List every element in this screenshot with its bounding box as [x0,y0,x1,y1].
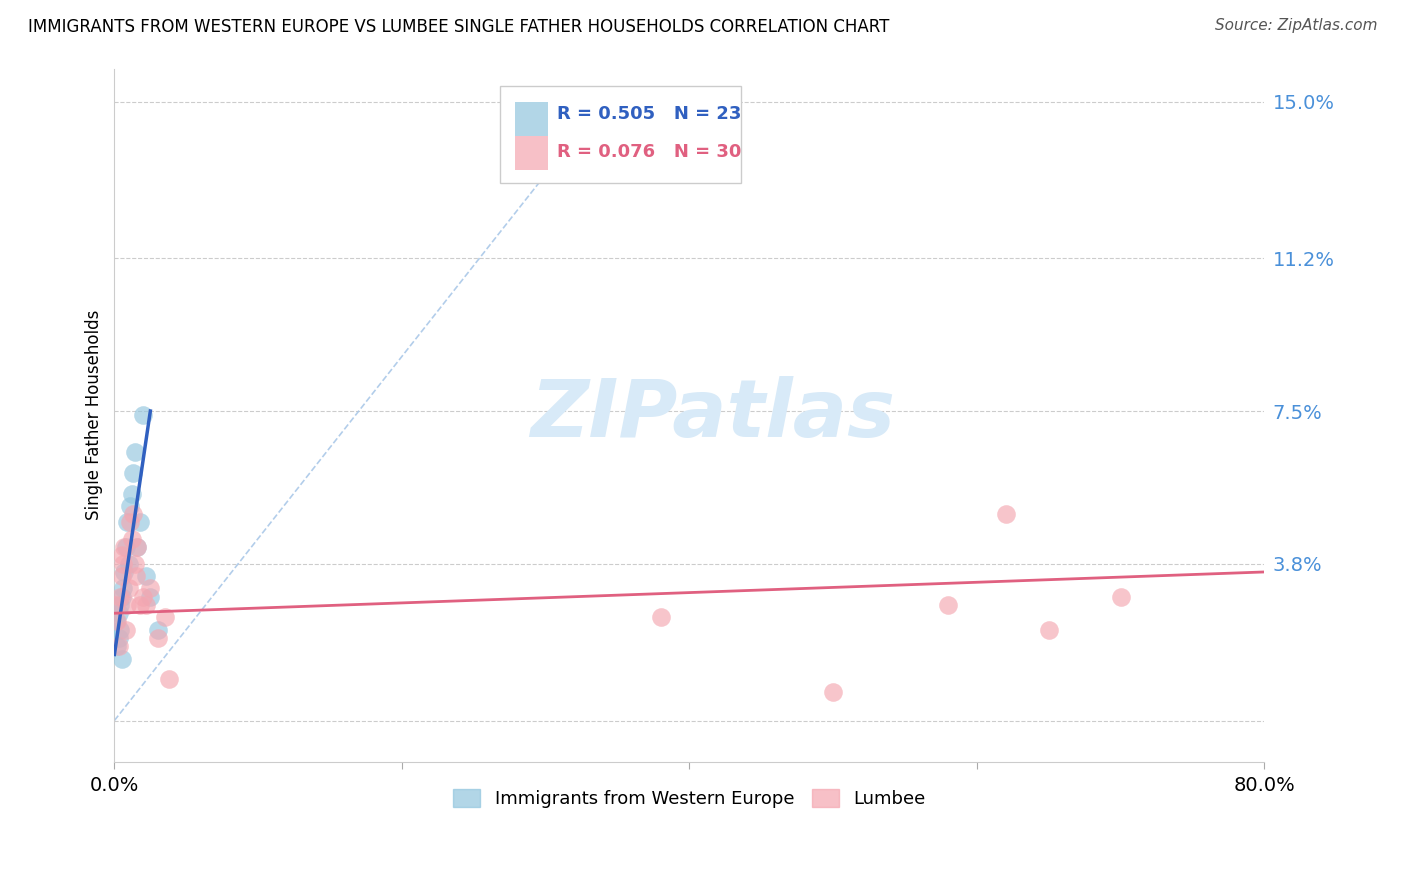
Point [115,540,138,554]
Point [1038,623,1060,637]
Point [132,590,155,604]
Point [110,651,132,665]
Point [127,540,149,554]
Point [105,639,128,653]
Point [1109,590,1132,604]
Point [121,486,143,500]
Point [107,631,129,645]
Y-axis label: Single Father Households: Single Father Households [86,310,103,520]
Point [124,557,146,571]
Point [115,623,138,637]
Point [105,615,128,629]
Point [124,445,146,459]
Point [132,408,155,422]
Point [129,516,152,530]
Point [936,598,959,612]
Point [129,598,152,612]
Text: ZIPatlas: ZIPatlas [530,376,896,454]
Point [114,565,136,579]
Point [994,507,1017,521]
Point [108,623,131,637]
Point [110,549,132,563]
Point [110,569,132,583]
Point [146,623,169,637]
Point [139,590,162,604]
Point [153,610,176,624]
Point [107,639,129,653]
FancyBboxPatch shape [499,86,741,183]
FancyBboxPatch shape [515,136,548,170]
Point [135,569,157,583]
FancyBboxPatch shape [515,102,548,136]
Point [823,684,845,698]
Point [120,516,142,530]
Point [157,672,180,686]
Point [146,631,169,645]
Point [108,590,131,604]
Text: R = 0.505   N = 23: R = 0.505 N = 23 [557,104,741,122]
Point [118,582,141,596]
Text: R = 0.076   N = 30: R = 0.076 N = 30 [557,143,741,161]
Point [139,582,162,596]
Text: IMMIGRANTS FROM WESTERN EUROPE VS LUMBEE SINGLE FATHER HOUSEHOLDS CORRELATION CH: IMMIGRANTS FROM WESTERN EUROPE VS LUMBEE… [28,18,890,36]
Point [112,582,135,596]
Point [117,598,139,612]
Point [108,598,131,612]
Point [127,540,149,554]
Point [121,532,143,546]
Point [125,569,148,583]
Point [650,610,672,624]
Legend: Immigrants from Western Europe, Lumbee: Immigrants from Western Europe, Lumbee [446,781,934,815]
Point [122,507,145,521]
Point [122,466,145,480]
Point [117,516,139,530]
Point [135,598,157,612]
Point [110,590,132,604]
Point [120,499,142,513]
Point [107,606,129,620]
Point [104,598,127,612]
Text: Source: ZipAtlas.com: Source: ZipAtlas.com [1215,18,1378,33]
Point [104,615,127,629]
Point [112,557,135,571]
Point [114,540,136,554]
Point [118,557,141,571]
